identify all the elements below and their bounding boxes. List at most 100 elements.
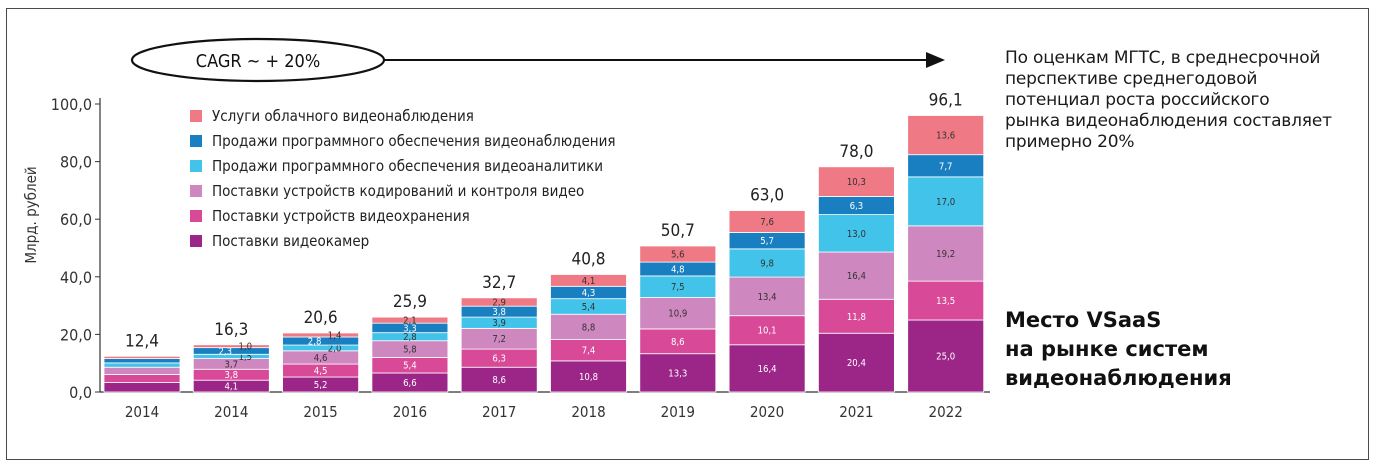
segment-value-label: 5,8 [403,345,417,356]
bar-segment [550,313,627,340]
bar-segment [103,362,181,368]
segment-value-label: 6,6 [403,378,417,389]
segment-value-label: 8,6 [671,337,685,348]
segment-value-label: 4,5 [314,366,328,377]
legend-swatch [190,210,202,222]
section-heading: Место VSaaS на рынке систем видеонаблюде… [1005,308,1232,390]
segment-value-label: 7,5 [671,282,685,293]
x-tick-label: 2020 [750,403,784,421]
bar-segment [818,298,895,334]
segment-value-label: 2,0 [328,343,342,354]
bar-segment [728,344,806,393]
bar-total-label: 96,1 [929,91,963,111]
segment-value-label: 3,8 [492,307,506,318]
segment-value-label: 4,1 [582,276,596,287]
segment-value-label: 7,6 [760,217,774,228]
segment-value-label: 20,4 [847,358,866,369]
segment-value-label: 13,5 [936,296,955,307]
segment-value-label: 2,9 [492,298,506,309]
x-tick-label: 2017 [482,403,516,421]
bar-segment [907,115,985,156]
segment-value-label: 3,3 [403,323,417,334]
segment-value-label: 10,9 [668,309,687,320]
bar-segment [907,319,985,393]
legend-label: Продажи программного обеспечения видеона… [212,132,616,150]
bar-total-label: 12,4 [125,331,159,351]
segment-value-label: 25,0 [936,352,955,363]
legend-swatch [190,135,202,147]
segment-value-label: 11,8 [847,312,866,323]
bar-total-label: 32,7 [482,273,516,293]
segment-value-label: 8,8 [582,322,596,333]
legend-swatch [190,160,202,172]
bar-segment [550,360,627,393]
segment-value-label: 17,0 [936,197,955,208]
segment-value-label: 7,7 [939,161,953,172]
x-tick-label: 2014 [125,403,159,421]
segment-value-label: 9,8 [760,258,774,269]
bar-total-label: 63,0 [750,186,784,206]
y-tick-label: 60,0 [60,210,92,229]
segment-value-label: 6,3 [850,201,864,212]
segment-value-label: 3,9 [492,318,506,329]
legend-label: Продажи программного обеспечения видеоан… [212,157,603,175]
bar-segment [728,210,806,233]
segment-value-label: 16,4 [758,364,777,375]
bar-segment [818,332,895,393]
bar-segment [907,176,985,227]
y-tick-label: 0,0 [69,383,92,402]
bar-segment [907,280,985,321]
y-tick-label: 20,0 [60,325,92,344]
segment-value-label: 2,8 [403,332,417,343]
segment-value-label: 13,3 [668,368,687,379]
growth-arrow-head [926,52,945,68]
bar-total-label: 25,9 [393,292,427,312]
bar-segment [907,225,985,282]
segment-value-label: 10,1 [758,326,777,337]
bar-total-label: 50,7 [661,221,695,241]
segment-value-label: 13,6 [936,131,955,142]
x-tick-label: 2015 [303,403,337,421]
segment-value-label: 5,2 [314,380,328,391]
segment-value-label: 4,1 [225,382,239,393]
x-tick-label: 2014 [214,403,248,421]
segment-value-label: 2,8 [308,337,322,348]
segment-value-label: 8,6 [492,375,506,386]
bar-segment [103,355,181,359]
segment-value-label: 4,8 [671,265,685,276]
segment-value-label: 3,8 [225,370,239,381]
bar-segment [728,248,806,278]
segment-value-label: 4,3 [582,288,596,299]
legend-swatch [190,185,202,197]
bar-segment [103,382,181,393]
bar-total-label: 20,6 [304,308,338,328]
segment-value-label: 1,5 [239,352,253,363]
bar-total-label: 16,3 [214,320,248,340]
bar-segment [371,316,449,324]
y-tick-label: 80,0 [60,153,92,172]
segment-value-label: 19,2 [936,249,955,260]
market-forecast-note: По оценкам МГТС, в среднесрочной перспек… [1005,48,1332,152]
bar-segment [639,245,717,263]
segment-value-label: 4,6 [314,353,328,364]
segment-value-label: 7,4 [582,346,596,357]
bar-total-label: 40,8 [571,249,605,269]
bar-segment [639,297,717,330]
segment-value-label: 1,0 [239,342,253,353]
bar-segment [728,315,806,346]
y-axis-label: Млрд. рублей [22,166,40,263]
x-tick-label: 2018 [571,403,605,421]
segment-value-label: 5,4 [403,361,417,372]
bar-segment [550,274,627,287]
segment-value-label: 7,2 [492,334,506,345]
segment-value-label: 5,4 [582,302,596,313]
legend-label: Поставки устройств кодирований и контрол… [212,182,584,200]
legend-label: Поставки видеокамер [212,232,369,250]
legend-label: Услуги облачного видеонаблюдения [212,107,474,125]
bar-segment [103,358,181,364]
segment-value-label: 13,0 [847,229,866,240]
bar-segment [818,251,895,300]
x-tick-label: 2021 [839,403,873,421]
x-tick-label: 2016 [393,403,427,421]
